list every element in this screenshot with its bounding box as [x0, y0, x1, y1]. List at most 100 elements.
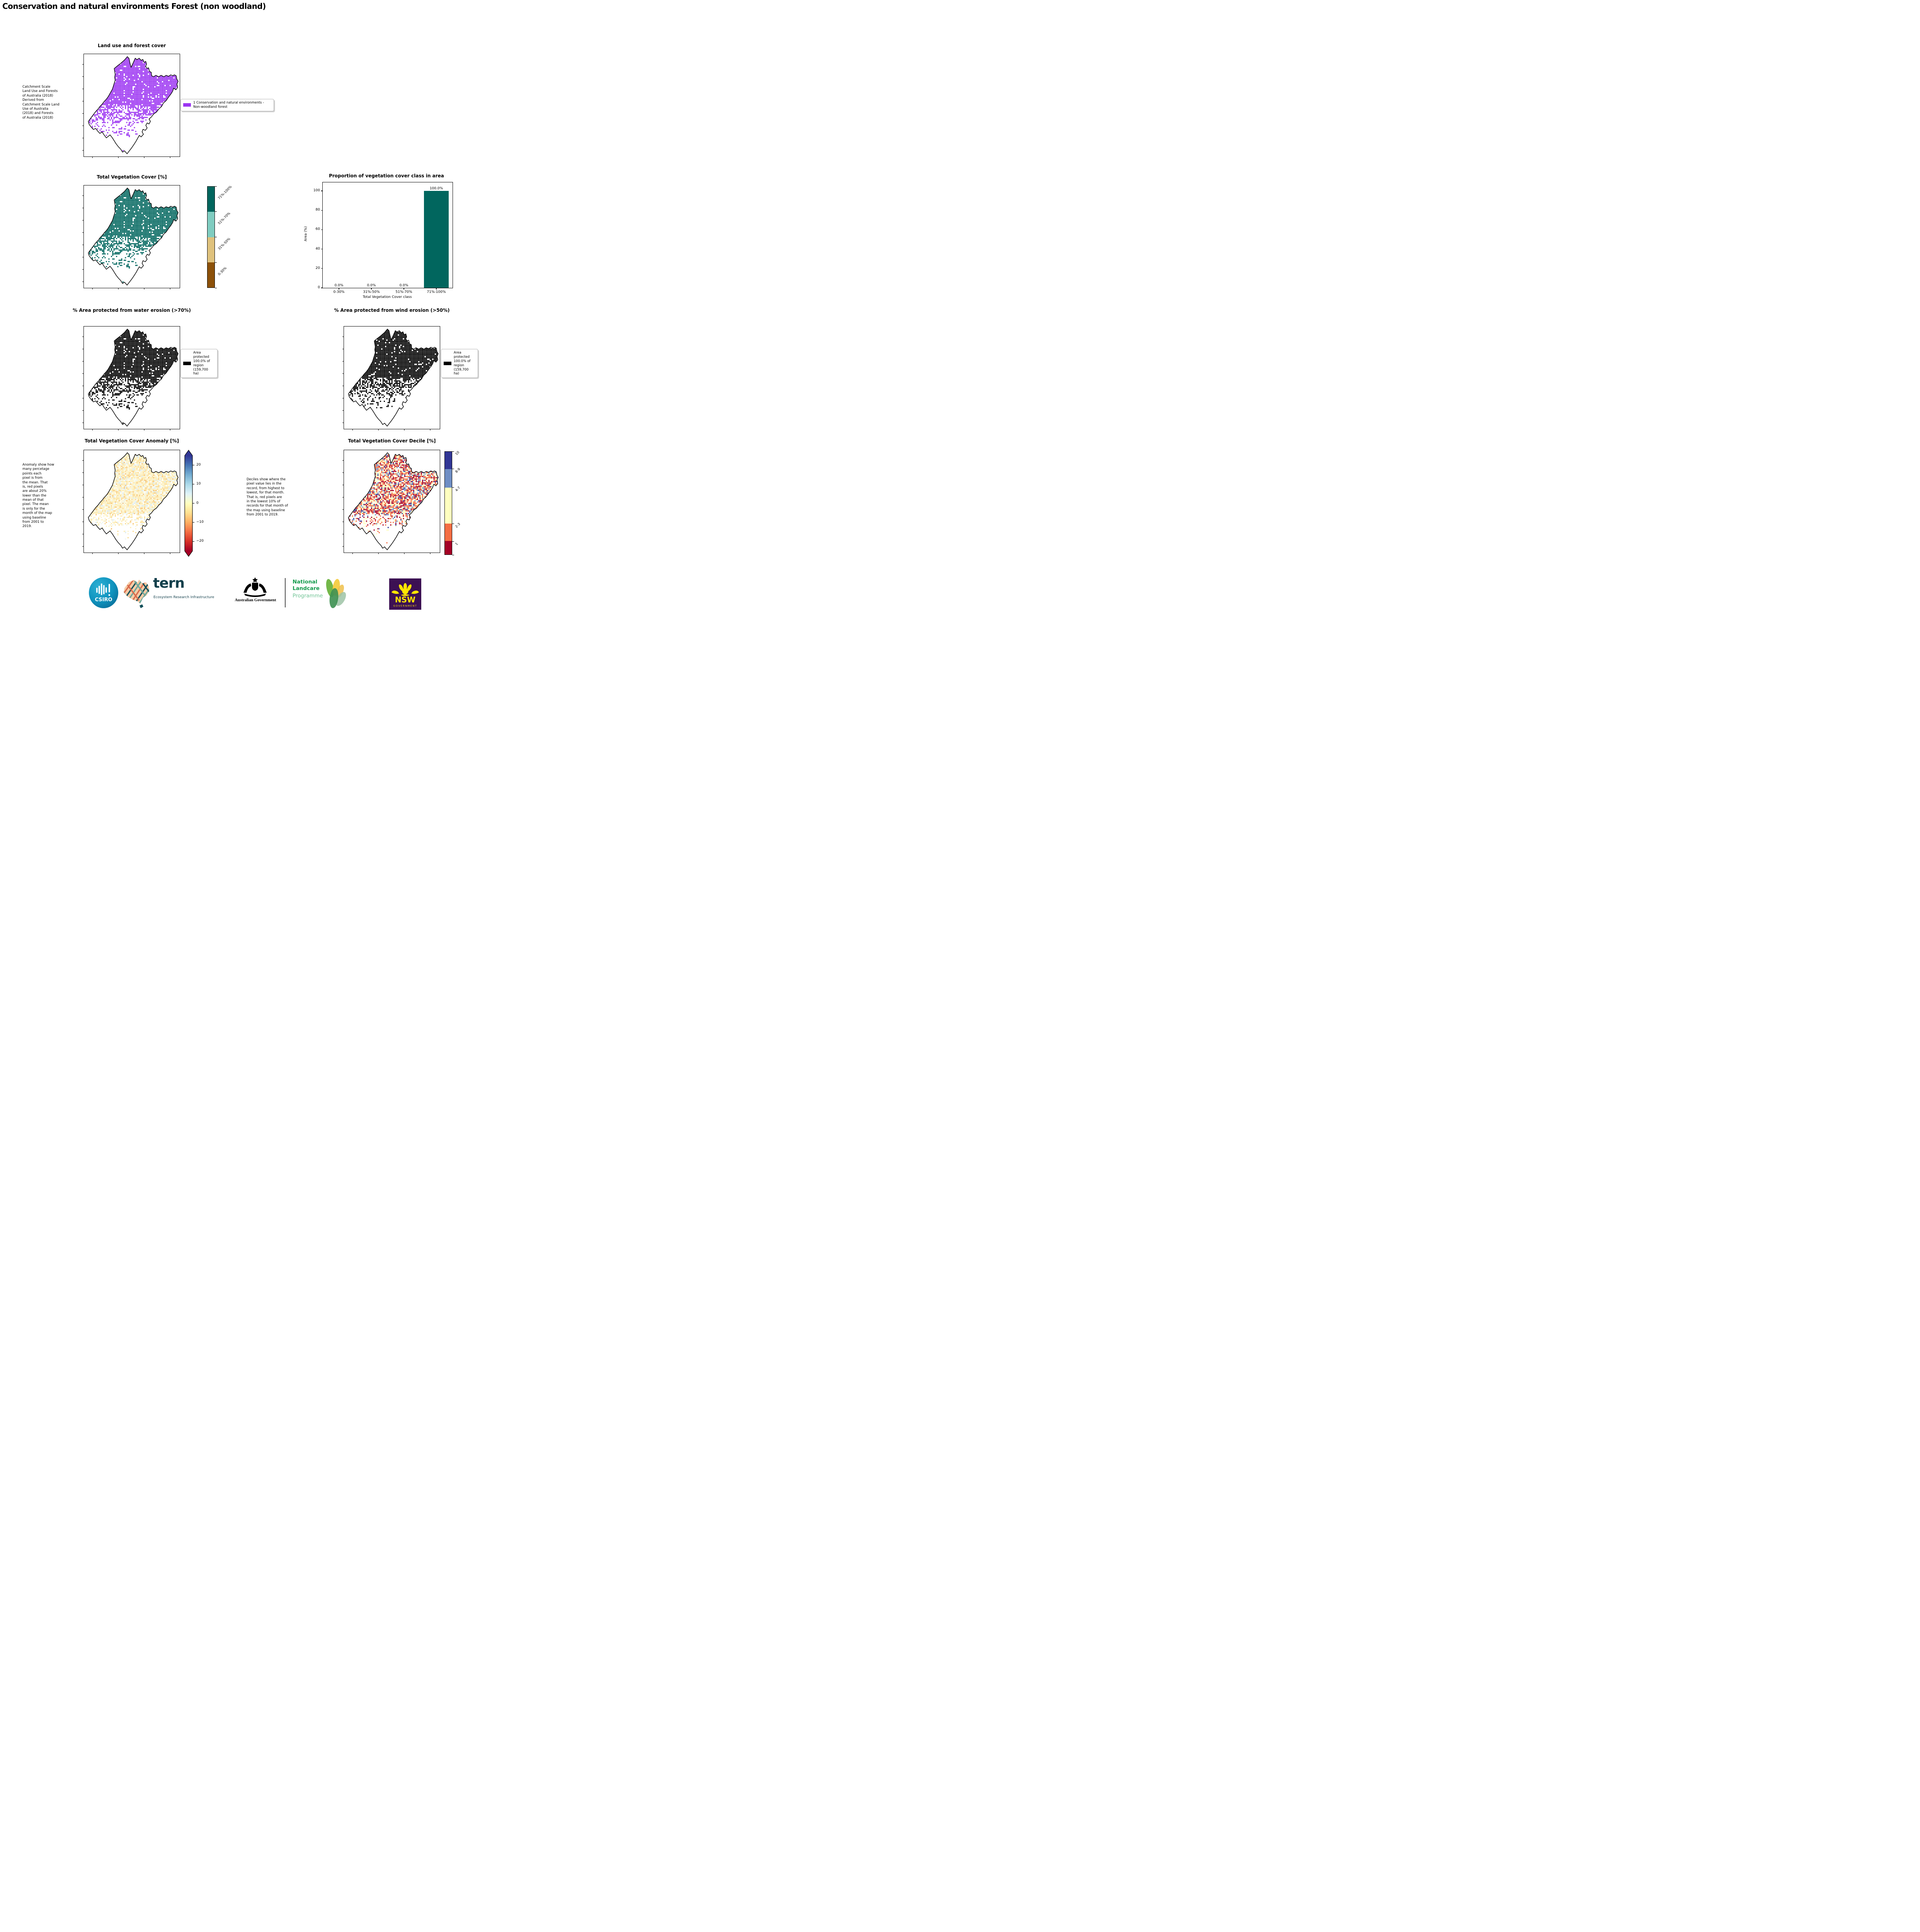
- report-page: Conservation and natural environments Fo…: [0, 0, 480, 611]
- csiro-logo: CSIRO: [88, 577, 119, 608]
- wind-axis-ticks: [342, 336, 431, 430]
- tvc-class-swatch: [208, 237, 214, 262]
- tern-australia-icon: [119, 577, 151, 610]
- wind-map: [342, 326, 440, 430]
- anomaly-colorbar: 20 10 0 −10 −20: [183, 449, 218, 558]
- anomaly-colorbar-ticklabel: 20: [196, 463, 201, 467]
- anomaly-map-svg: [82, 452, 179, 554]
- wind-map-svg: [342, 328, 439, 430]
- tvc-map: [82, 185, 180, 289]
- chart-bar-label: 0.0%: [367, 284, 376, 287]
- landcare-line1: National: [293, 579, 320, 585]
- anomaly-title: Total Vegetation Cover Anomaly [%]: [68, 438, 196, 444]
- tvc-class-label: 31%-50%: [217, 237, 231, 251]
- anomaly-colorbar-ticklabel: −10: [196, 520, 204, 524]
- water-legend-swatch: [183, 362, 191, 366]
- tern-logo-text: tern: [153, 575, 185, 591]
- chart-xticklabel: 51%-70%: [395, 290, 412, 294]
- proportion-chart-xlabel: Total Vegetation Cover class: [363, 295, 412, 299]
- water-title: % Area protected from water erosion (>70…: [68, 308, 196, 313]
- chart-ytick: [321, 210, 323, 211]
- nsw-logo-text: NSW: [395, 595, 415, 604]
- water-map: [82, 326, 180, 430]
- tvc-class-label: 71%-100%: [217, 185, 233, 200]
- australian-government-crest-icon: [240, 577, 270, 597]
- chart-xticklabel: 31%-50%: [363, 290, 380, 294]
- landcare-leaves-graphic: [326, 579, 346, 608]
- footer-divider: [285, 578, 286, 607]
- water-map-svg: [82, 328, 179, 430]
- landcare-leaves-icon: [324, 576, 348, 611]
- australian-government-text: Australian Government: [230, 598, 281, 602]
- decile-class-label: 1: [454, 542, 459, 546]
- australian-government-crest-graphic: [243, 577, 267, 597]
- wind-title: % Area protected from wind erosion (>50%…: [328, 308, 456, 313]
- chart-xtick: [403, 288, 404, 289]
- anomaly-axis-ticks: [82, 460, 170, 554]
- decile-class-swatch: [445, 541, 452, 554]
- tvc-colorbar-tick: [215, 186, 217, 187]
- tasmania-icon: [140, 604, 143, 608]
- chart-ytick: [321, 268, 323, 269]
- proportion-chart-plot: 0 20 40 60 80 100 0-30% 0.0% 31%-50% 0.0% 51%-70% 0…: [313, 182, 453, 294]
- chart-bar-label: 0.0%: [400, 284, 409, 287]
- anomaly-colorbar-ticklabel: 0: [196, 501, 199, 505]
- tvc-class-label: 51%-70%: [217, 212, 231, 226]
- tvc-map-svg: [82, 187, 179, 289]
- landuse-title: Land use and forest cover: [68, 43, 196, 48]
- tvc-title: Total Vegetation Cover [%]: [68, 174, 196, 180]
- tvc-class-swatch: [208, 262, 214, 287]
- wind-legend-swatch: [444, 362, 451, 366]
- landuse-boundary: [88, 56, 179, 154]
- wind-legend: Area protected 100.0% of region (159,700…: [441, 349, 478, 378]
- tvc-boundary: [88, 187, 179, 286]
- decile-colorbar-tick: [452, 541, 454, 542]
- anomaly-map: [82, 450, 180, 554]
- proportion-chart-ylabel: Area (%): [304, 226, 308, 241]
- water-boundary: [88, 328, 179, 427]
- wind-legend-label: Area protected 100.0% of region (159,700…: [454, 351, 470, 376]
- chart-yticklabel: 100: [313, 189, 320, 192]
- anomaly-colorbar-bar: [184, 449, 194, 557]
- nsw-logo-subtext: GOVERNMENT: [393, 604, 417, 607]
- chart-bar-label: 100.0%: [430, 187, 443, 190]
- chart-yticklabel: 20: [316, 266, 320, 270]
- landuse-map-svg: [82, 56, 179, 158]
- decile-map: [342, 450, 440, 554]
- landuse-legend-swatch: [183, 103, 191, 107]
- chart-yticklabel: 40: [316, 247, 320, 251]
- chart-ytick: [321, 287, 323, 288]
- decile-colorbar-bar: [444, 451, 452, 555]
- chart-xticklabel: 71%-100%: [427, 290, 446, 294]
- tvc-colorbar-bar: [207, 186, 215, 288]
- decile-class-label: 4-7: [454, 486, 461, 492]
- proportion-chart: Proportion of vegetation cover class in …: [301, 173, 464, 301]
- chart-yticklabel: 0: [318, 286, 320, 289]
- chart-bar-label: 0.0%: [335, 284, 344, 287]
- anomaly-colorbar-ticklabel: 10: [196, 482, 201, 486]
- decile-colorbar-tick: [452, 451, 454, 452]
- page-title: Conservation and natural environments Fo…: [2, 2, 266, 11]
- landcare-text-bold: National Landcare: [293, 579, 320, 592]
- decile-class-label: 8-9: [454, 467, 461, 474]
- decile-axis-ticks: [342, 460, 431, 554]
- landuse-legend-label: 1 Conservation and natural environments …: [193, 101, 271, 109]
- landuse-map: [82, 54, 180, 158]
- csiro-soundwave-icon: [96, 583, 111, 596]
- decile-boundary: [348, 452, 439, 550]
- decile-title: Total Vegetation Cover Decile [%]: [328, 438, 456, 444]
- csiro-logo-text: CSIRO: [95, 597, 112, 603]
- decile-colorbar: 10 8-9 4-7 2-3 1: [444, 451, 479, 555]
- chart-bar-71%-100%: [424, 191, 449, 288]
- landcare-line2: Landcare: [293, 585, 320, 592]
- csiro-logo-graphic: CSIRO: [89, 577, 118, 608]
- chart-yticklabel: 80: [316, 208, 320, 212]
- anomaly-caption: Anomaly show how many percetage points e…: [22, 463, 71, 529]
- decile-class-label: 10: [454, 451, 460, 456]
- decile-class-swatch: [445, 488, 452, 524]
- decile-class-swatch: [445, 469, 452, 488]
- chart-ytick: [321, 190, 323, 191]
- water-legend: Area protected 100.0% of region (159,700…: [180, 349, 218, 378]
- tvc-colorbar-tick: [215, 211, 217, 212]
- wind-boundary: [348, 328, 439, 427]
